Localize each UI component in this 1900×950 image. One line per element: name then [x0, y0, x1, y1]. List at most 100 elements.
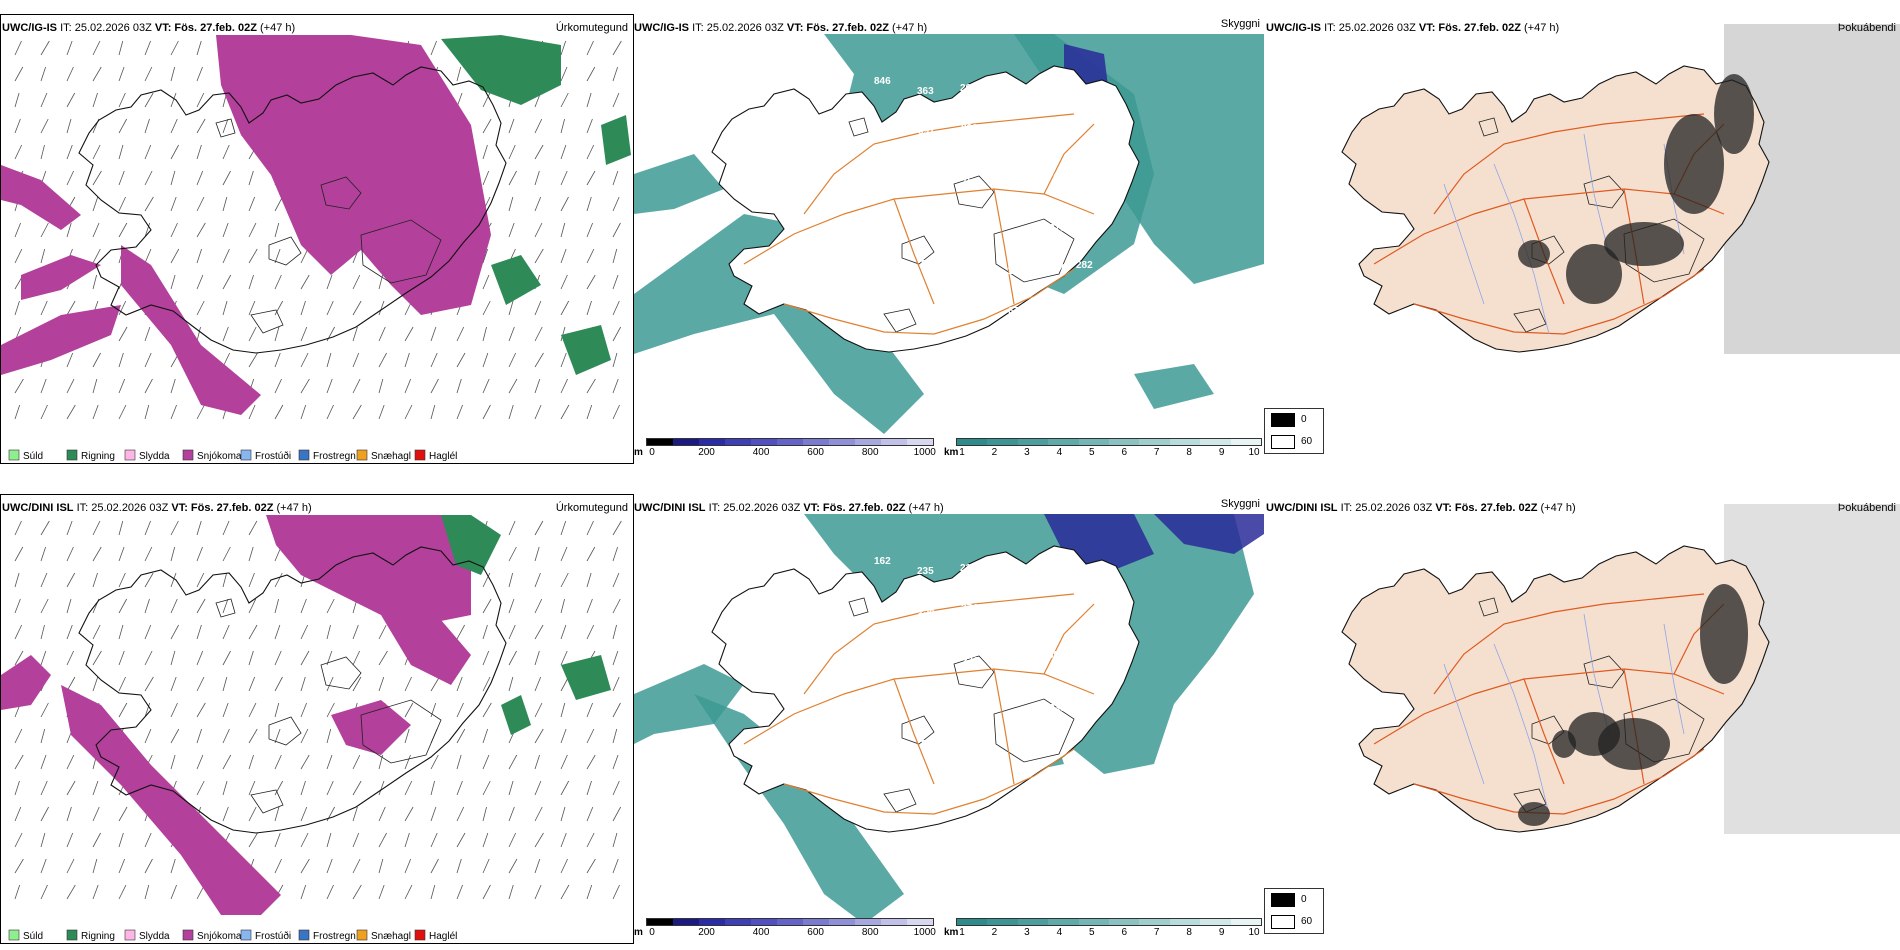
wind-barb — [560, 352, 567, 368]
wind-barb — [92, 546, 102, 562]
glacier-outline — [215, 598, 236, 618]
cloud-base-labels: 846 363 268 596 756 212 230 997 866 282 501 117 145 1… — [874, 76, 1107, 324]
wind-barb — [352, 806, 358, 822]
glacier-outline — [848, 597, 869, 617]
colorbar-bin — [777, 919, 803, 925]
wind-barb — [612, 676, 620, 692]
legend-swatch — [8, 449, 20, 461]
wind-barb — [508, 572, 514, 588]
cloud-base-value: 55 — [1005, 653, 1017, 664]
wind-barb — [508, 754, 518, 770]
wind-barb — [118, 404, 127, 420]
road — [743, 668, 1095, 745]
wind-barb — [612, 170, 619, 186]
wind-barb — [40, 832, 46, 848]
wind-barb — [586, 520, 594, 536]
colorbar-bin — [1048, 439, 1079, 445]
legend-swatch — [182, 449, 194, 461]
wind-barb — [144, 546, 153, 562]
wind-barb — [248, 352, 258, 368]
wind-barb — [612, 404, 620, 420]
wind-barb — [40, 520, 50, 536]
colorbar-tick-label: 0 — [649, 927, 655, 938]
wind-barb — [404, 884, 413, 900]
wind-barb — [560, 858, 568, 874]
precip-map-row1: Súld Rigning Slydda Snjókoma Frostúði Frostre… — [1, 15, 633, 463]
glacier-outline — [1478, 117, 1499, 137]
wind-barb — [274, 598, 279, 614]
wind-barb — [534, 624, 544, 640]
snow-area — [1, 305, 121, 375]
fog-area — [1664, 114, 1724, 214]
wind-barb — [482, 676, 491, 692]
road — [803, 593, 1075, 695]
colorbar-bin — [1200, 919, 1231, 925]
colorbar-tick-label: 200 — [698, 447, 715, 458]
wind-barb — [170, 728, 180, 744]
wind-barb — [40, 624, 45, 640]
wind-barb — [612, 754, 619, 770]
wind-barb — [248, 326, 257, 342]
wind-barb — [482, 702, 492, 718]
legend-label: Snæhagl — [371, 931, 411, 942]
wind-barb — [508, 598, 515, 614]
colorbar-tick-label: 1000 — [913, 927, 936, 938]
wind-barb — [144, 404, 150, 420]
valid-time: VT: Fös. 27.feb. 02Z — [786, 22, 889, 34]
fog-panel-row2 — [1264, 494, 1900, 944]
colorbar-bin — [987, 439, 1018, 445]
legend-label: Haglél — [429, 451, 457, 462]
wind-barb — [222, 806, 229, 822]
wind-barb — [534, 598, 543, 614]
wind-barb — [66, 300, 76, 316]
wind-barb — [196, 598, 206, 614]
wind-barb — [456, 884, 463, 900]
wind-barb — [248, 404, 256, 420]
cloud-base-value: 59 — [965, 309, 977, 320]
wind-barb — [534, 546, 540, 562]
fog-legend-swatch — [1271, 893, 1295, 907]
legend-swatch — [240, 929, 252, 941]
colorbar-tick-label: 200 — [698, 927, 715, 938]
wind-barb — [430, 806, 437, 822]
wind-barb — [92, 248, 101, 264]
wind-barb — [144, 650, 153, 666]
wind-barb — [560, 598, 565, 614]
wind-barb — [534, 196, 542, 212]
wind-barb — [248, 702, 257, 718]
coastline — [78, 66, 507, 354]
run-time: IT: 25.02.2026 03Z — [692, 22, 784, 34]
legend-label: Slydda — [139, 931, 170, 942]
wind-barb — [196, 546, 203, 562]
wind-barb — [352, 676, 362, 692]
fog-legend-label: 60 — [1301, 436, 1313, 447]
cloud-base-value: 67 — [1008, 306, 1020, 317]
wind-barb — [612, 352, 618, 368]
wind-barb — [534, 676, 542, 692]
wind-barb — [586, 806, 594, 822]
legend-label: Frostregn — [313, 451, 356, 462]
wind-barb — [118, 676, 126, 692]
wind-barb — [430, 702, 437, 718]
legend-background — [1, 925, 633, 943]
wind-barb — [118, 598, 128, 614]
colorbar-bin — [1169, 439, 1201, 445]
wind-barb — [482, 806, 487, 822]
cloud-panel-row1: 846 363 268 596 756 212 230 997 866 282 501 117 145 1… — [634, 14, 1264, 464]
wind-barb — [560, 520, 567, 536]
wind-barb — [612, 598, 621, 614]
wind-barb — [14, 884, 21, 900]
wind-barb — [508, 520, 516, 536]
colorbar-bin — [803, 919, 829, 925]
cloud-base-value: 246 — [1050, 263, 1067, 274]
wind-barb — [534, 170, 540, 186]
wind-barb — [482, 300, 491, 316]
wind-barb — [560, 702, 566, 718]
low-cloud-area — [1044, 514, 1154, 574]
wind-barb — [534, 248, 544, 264]
wind-barb — [586, 598, 593, 614]
fog-area — [1566, 244, 1622, 304]
cloud-base-value: 74 — [1048, 170, 1060, 181]
wind-barb — [170, 624, 179, 640]
road — [1433, 113, 1705, 215]
